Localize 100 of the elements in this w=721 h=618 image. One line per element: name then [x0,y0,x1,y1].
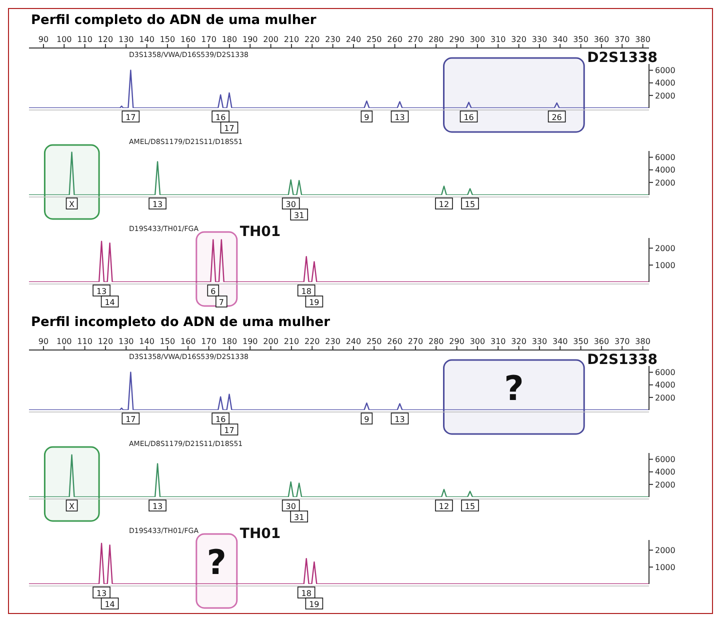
line-series [29,70,649,108]
y-tick-label: 2000 [655,91,676,100]
annotation: 13 [152,200,163,209]
x-tick-label: 220 [304,337,320,346]
y-tick-label: 6000 [655,368,676,378]
line-series [29,152,649,195]
x-tick-label: 300 [470,337,486,346]
x-tick-label: 350 [573,35,588,44]
x-tick-label: 370 [614,35,630,44]
x-tick-label: 230 [325,35,340,44]
y-tick-label: 1000 [655,562,676,572]
x-tick-label: 280 [428,35,444,44]
x-tick-label: 90 [38,35,49,44]
x-tick-label: 320 [511,337,526,346]
annotation: X [69,502,76,511]
annotation: 12 [438,200,450,209]
annotation: 18 [301,287,312,296]
y-tick-label: 4000 [655,78,676,88]
x-tick-label: 320 [511,35,526,44]
annotation: 18 [301,589,312,598]
x-tick-label: 180 [222,35,238,44]
x-tick-label: 190 [242,337,258,346]
x-tick-label: 140 [139,337,154,346]
x-tick-label: 270 [408,35,424,44]
x-tick-label: 100 [56,337,72,346]
chart-title: Perfil completo do ADN de uma mulher [30,12,318,28]
annotation: 13 [394,415,405,424]
y-tick-label: 2000 [655,178,676,188]
x-tick-label: 120 [98,35,114,44]
x-tick-label: 330 [532,337,548,346]
x-tick-label: 240 [346,337,362,346]
y-tick-label: 2000 [655,480,676,490]
x-tick-label: 120 [98,337,114,346]
annotation: 9 [364,113,370,122]
x-tick-label: 210 [284,337,300,346]
x-tick-label: 260 [387,35,402,44]
y-tick-label: 4000 [655,380,676,390]
x-tick-label: 270 [408,337,424,346]
x-tick-label: 280 [428,337,444,346]
annotation: 16 [215,113,226,122]
x-tick-label: 250 [366,35,382,44]
y-tick-label: 6000 [655,66,676,76]
x-tick-label: 130 [118,337,134,346]
annotation: 17 [126,113,136,122]
line-series [29,454,649,497]
x-tick-label: 220 [304,35,320,44]
annotation: 16 [464,113,474,122]
x-tick-label: 200 [263,337,278,346]
x-tick-label: 140 [139,35,154,44]
chart-title: Perfil incompleto do ADN de uma mulher [30,314,332,330]
annotation: 7 [218,298,224,307]
annotation: 30 [286,200,296,209]
annotation: TH01 [240,224,281,240]
y-tick-label: 1000 [655,260,676,270]
x-tick-label: 110 [77,337,92,346]
y-tick-label: 2000 [655,546,676,555]
x-tick-label: 330 [532,35,548,44]
x-tick-label: 160 [180,35,196,44]
annotation: 14 [104,298,115,307]
x-tick-label: 300 [470,35,486,44]
annotation: 13 [96,287,107,296]
annotation: 13 [152,502,163,511]
annotation: 9 [364,415,370,424]
annotation: 16 [215,415,226,424]
x-tick-label: 150 [160,337,176,346]
line-series [29,239,649,282]
annotation: X [69,200,76,209]
x-tick-label: 230 [325,337,340,346]
x-tick-label: 160 [180,337,196,346]
line-series [29,372,649,410]
line-series [29,542,649,584]
x-tick-label: 340 [552,35,568,44]
annotation: 26 [552,113,562,122]
annotation: 12 [438,502,450,511]
x-tick-label: 100 [56,35,72,44]
y-tick-label: 4000 [655,468,676,477]
annotation: D2S1338 [587,50,658,66]
annotation: 14 [104,600,115,609]
x-tick-label: 380 [635,35,650,44]
annotation: 19 [309,600,320,609]
y-tick-label: 2000 [655,393,676,402]
annotation: 6 [210,287,216,296]
x-tick-label: 90 [38,337,49,346]
x-tick-label: 110 [77,35,92,44]
annotation: 13 [96,589,107,598]
annotation: 15 [464,200,476,209]
x-tick-label: 210 [284,35,300,44]
annotation: 30 [286,502,296,511]
x-tick-label: 260 [387,337,402,346]
annotation: 17 [126,415,136,424]
annotation: 31 [294,513,304,522]
x-tick-label: 340 [552,337,568,346]
x-tick-label: 360 [594,35,610,44]
x-tick-label: 360 [594,337,610,346]
x-tick-label: 290 [449,337,464,346]
x-tick-label: 370 [614,337,630,346]
x-tick-label: 170 [201,337,216,346]
x-tick-label: 350 [573,337,588,346]
annotation: 31 [294,211,304,220]
annotation: 15 [464,502,476,511]
